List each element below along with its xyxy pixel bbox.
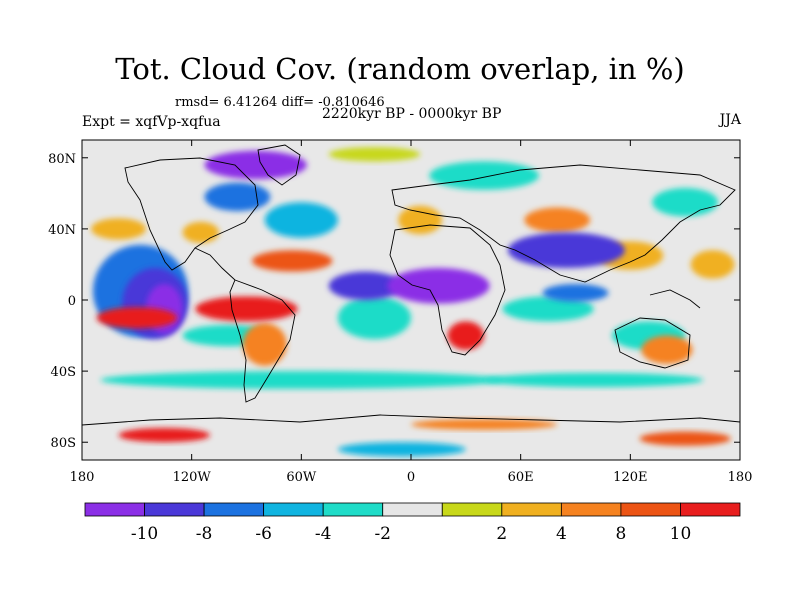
anomaly-region bbox=[639, 431, 731, 446]
anomaly-region bbox=[524, 207, 591, 233]
colorbar-swatch bbox=[322, 502, 384, 517]
colorbar-label: 8 bbox=[615, 524, 626, 544]
anomaly-region bbox=[542, 284, 609, 302]
anomaly-region bbox=[447, 321, 485, 350]
colorbar-swatch bbox=[263, 502, 324, 517]
anomaly-region bbox=[398, 205, 443, 235]
colorbar-label: 2 bbox=[496, 524, 507, 544]
anomaly-region bbox=[652, 188, 719, 217]
lat-tick-label: 80N bbox=[48, 152, 76, 167]
anomaly-region bbox=[411, 419, 558, 430]
anomaly-region bbox=[337, 296, 412, 340]
colorbar-swatch bbox=[501, 502, 562, 517]
lat-tick-label: 0 bbox=[68, 294, 76, 309]
anomaly-region bbox=[242, 323, 287, 366]
latitude-axis: 80N 40N 0 40S 80S bbox=[48, 152, 740, 451]
lon-tick-label: 180 bbox=[70, 470, 95, 485]
colorbar: -10 -8 -6 -4 -2 2 4 8 10 bbox=[84, 502, 741, 544]
lon-tick-label: 120W bbox=[173, 470, 212, 485]
colorbar-swatch bbox=[382, 502, 443, 517]
anomaly-region bbox=[337, 442, 466, 457]
longitude-axis: 180 120W 60W 0 60E 120E 180 bbox=[70, 140, 753, 485]
colorbar-swatch bbox=[84, 502, 145, 517]
colorbar-label: -4 bbox=[315, 524, 332, 544]
anomaly-region bbox=[91, 218, 146, 240]
anomaly-region bbox=[429, 161, 539, 190]
stats-label: rmsd= 6.41264 diff= -0.810646 bbox=[175, 95, 385, 110]
colorbar-swatch bbox=[203, 502, 265, 517]
anomaly-region bbox=[100, 371, 503, 389]
anomaly-region bbox=[484, 372, 704, 388]
anomaly-region bbox=[195, 296, 298, 322]
anomaly-region bbox=[328, 271, 402, 300]
anomaly-region bbox=[328, 147, 421, 162]
lat-tick-label: 40N bbox=[48, 223, 76, 238]
anomaly-region bbox=[118, 428, 210, 443]
anomaly-region bbox=[251, 250, 333, 272]
anomaly-region bbox=[264, 202, 338, 238]
experiment-label: Expt = xqfVp-xqfua bbox=[82, 114, 221, 130]
season-label: JJA bbox=[719, 112, 741, 128]
anomaly-region bbox=[507, 232, 625, 268]
colorbar-swatch bbox=[620, 502, 681, 517]
period-label: 2220kyr BP - 0000kyr BP bbox=[322, 106, 502, 122]
colorbar-label: 4 bbox=[556, 524, 567, 544]
anomaly-field bbox=[91, 147, 735, 457]
anomaly-region bbox=[690, 250, 735, 279]
colorbar-swatch bbox=[680, 502, 741, 517]
coastlines bbox=[82, 144, 740, 426]
colorbar-label: -10 bbox=[131, 524, 158, 544]
colorbar-swatch bbox=[144, 502, 205, 517]
lon-tick-label: 180 bbox=[728, 470, 753, 485]
plot-title: Tot. Cloud Cov. (random overlap, in %) bbox=[115, 52, 685, 86]
anomaly-region bbox=[387, 268, 490, 304]
anomaly-region bbox=[182, 221, 220, 244]
colorbar-label: 10 bbox=[670, 524, 692, 544]
lon-tick-label: 60E bbox=[508, 470, 534, 485]
anomaly-region bbox=[641, 335, 693, 364]
lon-tick-label: 120E bbox=[613, 470, 647, 485]
colorbar-label: -2 bbox=[374, 524, 391, 544]
lat-tick-label: 80S bbox=[51, 436, 76, 451]
colorbar-swatch bbox=[441, 502, 503, 517]
anomaly-region bbox=[96, 307, 178, 329]
anomaly-region bbox=[204, 150, 307, 180]
lon-tick-label: 60W bbox=[286, 470, 317, 485]
colorbar-swatch bbox=[560, 502, 622, 517]
colorbar-label: -8 bbox=[196, 524, 213, 544]
anomaly-region bbox=[204, 182, 271, 212]
lat-tick-label: 40S bbox=[51, 365, 76, 380]
colorbar-label: -6 bbox=[255, 524, 272, 544]
anomaly-region bbox=[502, 296, 594, 322]
lon-tick-label: 0 bbox=[407, 470, 415, 485]
